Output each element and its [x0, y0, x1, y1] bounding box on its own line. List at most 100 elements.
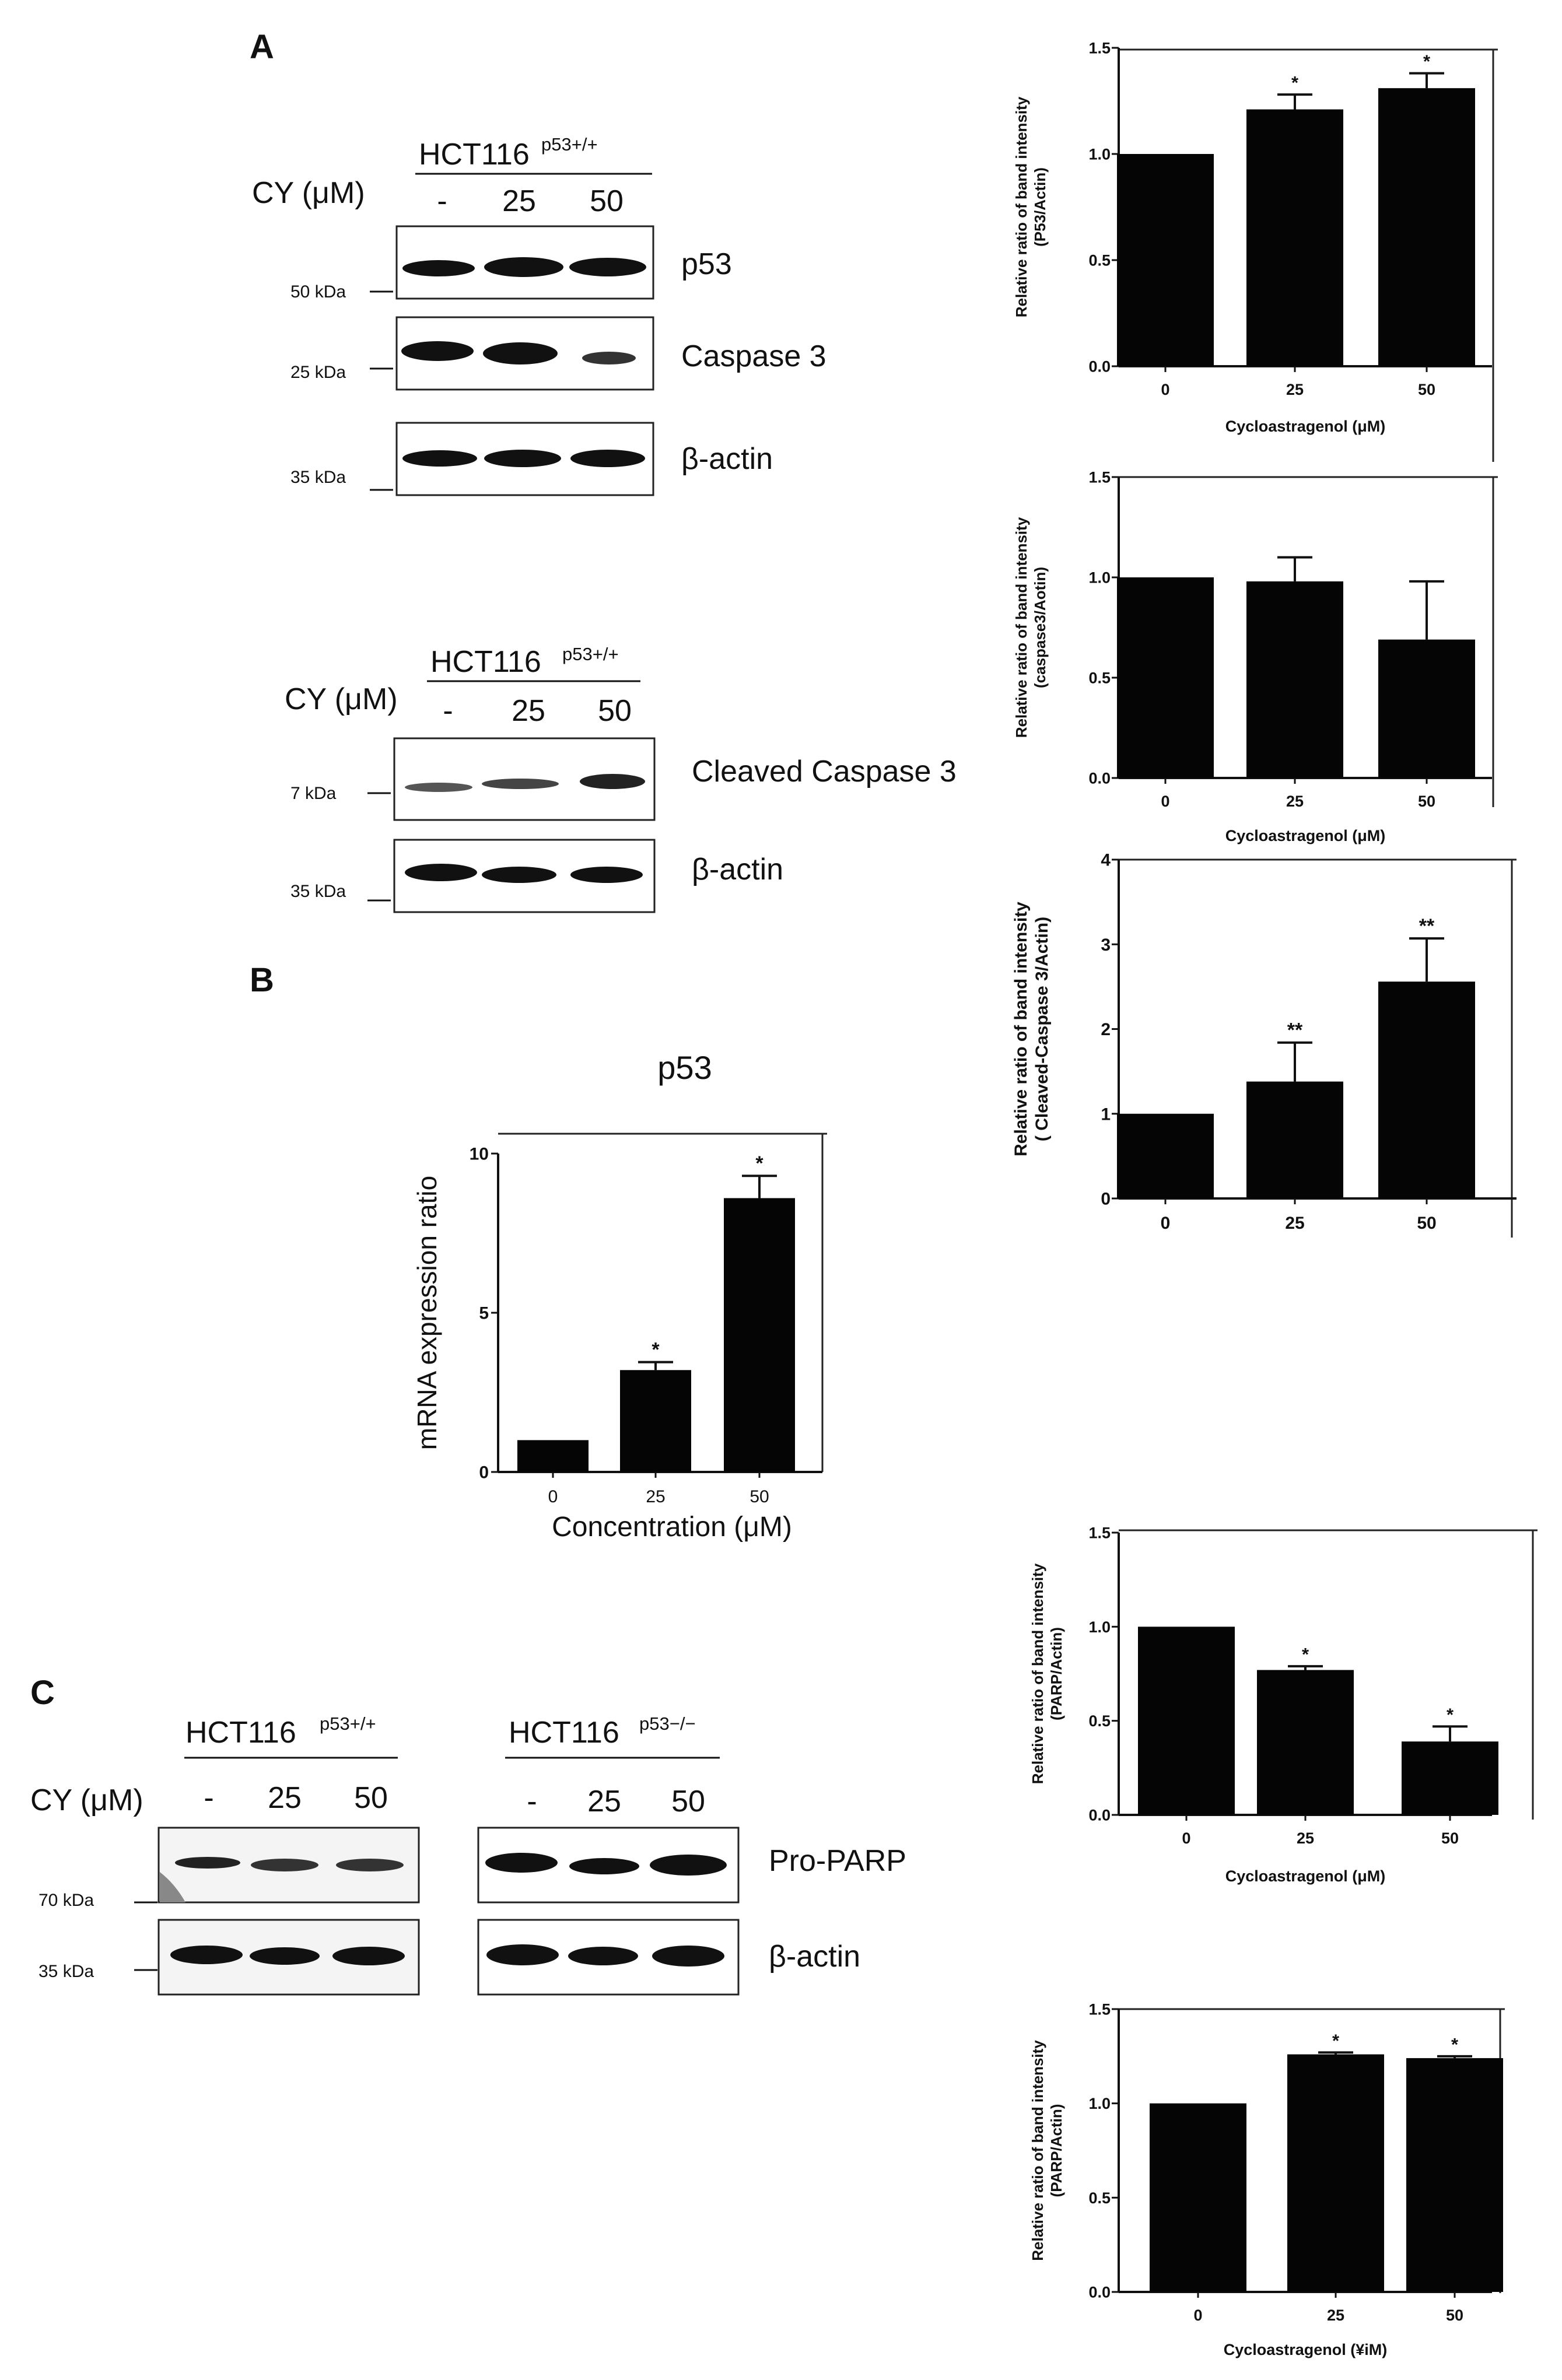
blot-band [250, 1947, 320, 1965]
x-tick-label: 25 [1285, 1214, 1304, 1233]
x-tick-label: 25 [1297, 1829, 1314, 1847]
x-tick-label: 25 [646, 1487, 665, 1506]
significance-marker: * [1291, 72, 1299, 93]
bar [620, 1370, 691, 1472]
y-tick-label: 1.5 [1088, 1524, 1111, 1541]
y-tick-label: 1.5 [1088, 468, 1111, 486]
y-tick-label: 0.0 [1088, 2283, 1111, 2301]
bar [1406, 2058, 1503, 2292]
bar-chart-p53-protein: 0.0 0.5 1.0 1.5 0 * 25 * 50 Cycloastragenol (μM) R… [1013, 39, 1498, 462]
lane-label: 50 [598, 694, 632, 728]
bar [1246, 109, 1343, 366]
cell-line-label: HCT116 [509, 1716, 619, 1750]
y-axis-label-secondary: (PARP/Actin) [1048, 1627, 1065, 1720]
bar [1138, 1627, 1235, 1815]
blot-band [482, 779, 559, 789]
x-tick-label: 25 [1286, 381, 1304, 398]
y-tick-label: 1.5 [1088, 39, 1111, 57]
protein-label: p53 [681, 247, 732, 281]
lane-label: 50 [671, 1785, 705, 1818]
blot-band [336, 1859, 404, 1871]
significance-marker: * [1447, 1704, 1454, 1724]
y-tick-label: 3 [1101, 935, 1111, 955]
y-tick-label: 1.0 [1088, 569, 1111, 586]
x-axis-label: Cycloastragenol (¥iM) [1224, 2341, 1388, 2358]
panel-label-c: C [30, 1674, 55, 1712]
significance-marker: * [652, 1339, 660, 1361]
blot-c: HCT116 p53+/+ HCT116 p53−/− CY (μM) - 25… [30, 1713, 906, 1996]
y-tick-label: 0.5 [1088, 2189, 1111, 2207]
bar-chart-caspase3: 0.0 0.5 1.0 1.5 0 25 50 Cycloastragenol (μM) Rel… [1013, 468, 1498, 844]
bar [1257, 1670, 1354, 1815]
blot-smear [160, 1872, 185, 1902]
x-axis-label: Cycloastragenol (μM) [1225, 418, 1386, 435]
blot-band [251, 1859, 318, 1871]
bar-chart-parp-wt: 0.0 0.5 1.0 1.5 0 * 25 * 50 Cycloastragenol (μM) R… [1029, 1524, 1538, 1885]
genotype-label: p53+/+ [541, 134, 598, 155]
treatment-label: CY (μM) [30, 1783, 143, 1817]
y-tick-label: 5 [479, 1304, 489, 1323]
bar-chart-cleaved-caspase3: 0 1 2 3 4 0 ** 25 ** 50 Relative ratio of band int… [1011, 851, 1517, 1238]
cell-line-label: HCT116 [419, 138, 530, 171]
x-tick-label: 0 [1161, 1214, 1171, 1233]
bar [1150, 2103, 1246, 2292]
y-axis-label-secondary: (PARP/Actin) [1048, 2104, 1065, 2197]
x-tick-label: 50 [1446, 2307, 1463, 2324]
y-tick-label: 2 [1101, 1020, 1111, 1039]
blot-band [405, 783, 472, 792]
blot-band [569, 258, 646, 276]
y-tick-label: 0.0 [1088, 357, 1111, 375]
lane-label: - [204, 1781, 213, 1815]
cell-line-label: HCT116 [430, 645, 541, 679]
bar [724, 1198, 795, 1472]
lane-label: 25 [268, 1781, 302, 1815]
blot-a2: HCT116 p53+/+ CY (μM) - 25 50 Cleaved Ca… [285, 644, 957, 913]
y-tick-label: 1 [1101, 1105, 1111, 1124]
marker-label: 70 kDa [38, 1891, 94, 1910]
significance-marker: ** [1287, 1019, 1303, 1042]
significance-marker: * [755, 1152, 764, 1175]
bar-chart-parp-ko: 0.0 0.5 1.0 1.5 0 * 25 * 50 Cycloastragenol (¥iM)… [1029, 2000, 1505, 2358]
blot-band [580, 774, 645, 789]
lane-label: 50 [354, 1781, 388, 1815]
y-tick-label: 1.0 [1088, 1618, 1111, 1636]
blot-band [402, 450, 477, 467]
blot-band [170, 1946, 243, 1964]
marker-label: 35 kDa [38, 1962, 94, 1981]
y-axis-label: Relative ratio of band intensity [1029, 1563, 1046, 1784]
x-tick-label: 0 [1193, 2307, 1202, 2324]
marker-label: 35 kDa [290, 882, 346, 901]
genotype-label: p53−/− [639, 1713, 696, 1734]
treatment-label: CY (μM) [252, 176, 365, 210]
y-tick-label: 0.0 [1088, 769, 1111, 787]
blot-band [485, 1853, 558, 1873]
blot-band [401, 341, 474, 361]
y-tick-label: 0 [1101, 1190, 1111, 1209]
x-tick-label: 25 [1286, 793, 1304, 810]
y-axis-label: Relative ratio of band intensity [1029, 2040, 1046, 2261]
blot-band [402, 260, 475, 276]
blot-band [332, 1947, 405, 1965]
x-tick-label: 50 [1418, 793, 1435, 810]
bar [1378, 639, 1475, 778]
lane-label: - [527, 1785, 537, 1818]
protein-label: Cleaved Caspase 3 [692, 755, 957, 788]
bar [517, 1440, 589, 1472]
y-tick-label: 10 [470, 1145, 489, 1164]
y-tick-label: 0.5 [1088, 669, 1111, 686]
blot-band [570, 450, 645, 467]
y-axis-label-secondary: (caspase3/Aotin) [1031, 567, 1049, 688]
x-axis-label: Cycloastragenol (μM) [1225, 1867, 1386, 1885]
bar [1287, 2054, 1384, 2292]
lane-label: - [443, 694, 453, 728]
bar [1246, 581, 1343, 778]
blot-band [568, 1947, 638, 1965]
x-tick-label: 0 [1161, 793, 1169, 810]
genotype-label: p53+/+ [320, 1713, 376, 1734]
panel-label-b: B [250, 961, 274, 999]
bar-chart-p53-mrna: 0 5 10 0 * 25 * 50 Concentration (μM) mRNA expres… [412, 1049, 827, 1543]
bar [1117, 577, 1214, 778]
protein-label: β-actin [692, 853, 783, 886]
x-tick-label: 25 [1327, 2307, 1344, 2324]
